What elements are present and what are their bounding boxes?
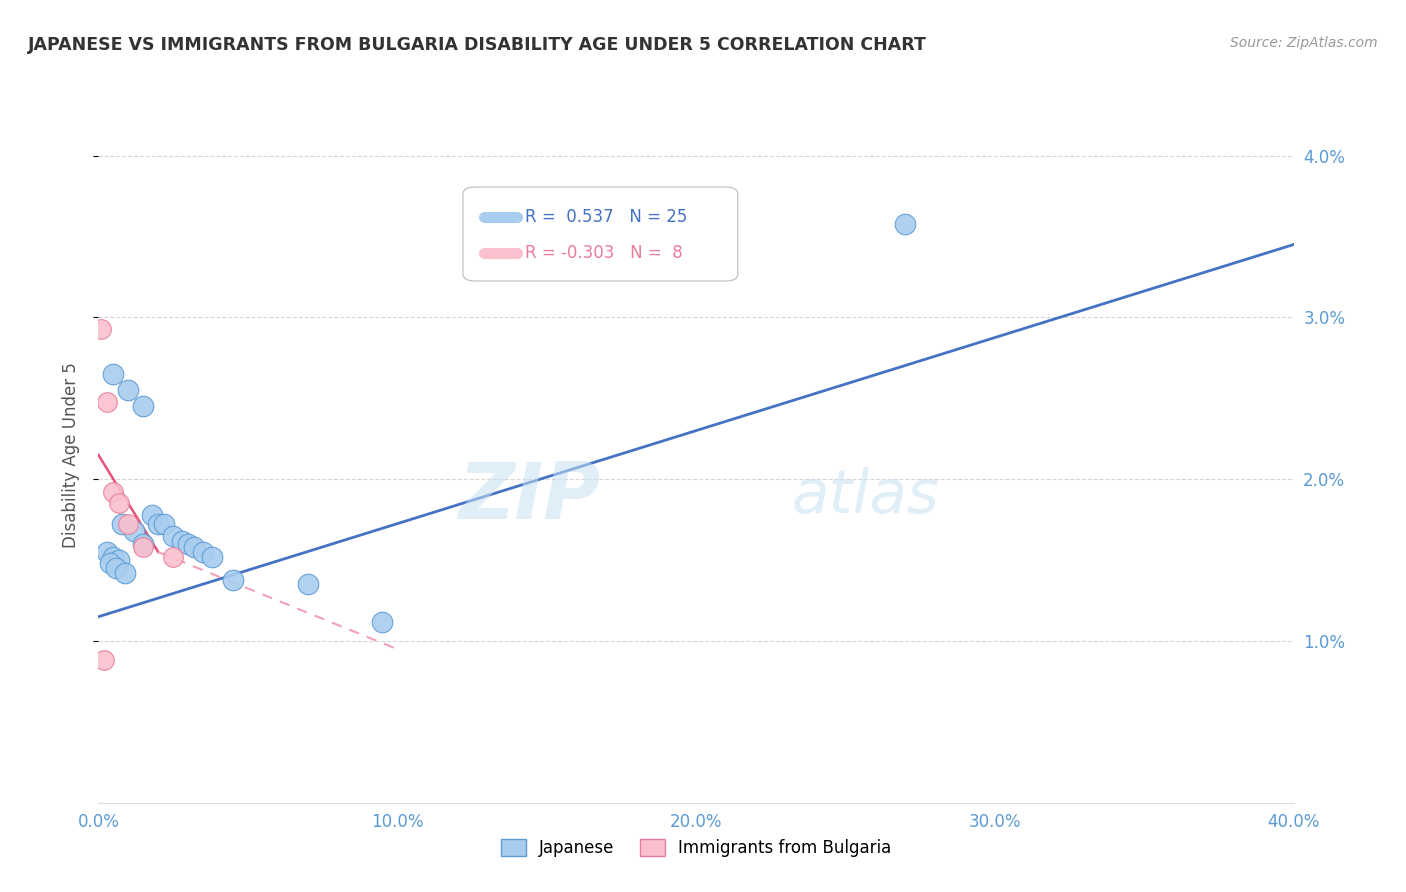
Point <box>108 553 131 567</box>
Point <box>96 394 118 409</box>
FancyBboxPatch shape <box>463 187 738 281</box>
Text: atlas: atlas <box>792 467 939 526</box>
Point <box>141 508 163 522</box>
Text: JAPANESE VS IMMIGRANTS FROM BULGARIA DISABILITY AGE UNDER 5 CORRELATION CHART: JAPANESE VS IMMIGRANTS FROM BULGARIA DIS… <box>28 36 927 54</box>
Text: ZIP: ZIP <box>458 458 600 534</box>
Point <box>162 529 184 543</box>
Point <box>103 549 125 564</box>
Point <box>297 577 319 591</box>
Point <box>132 537 155 551</box>
Point <box>222 573 245 587</box>
Point <box>111 517 134 532</box>
Point <box>894 217 917 231</box>
Y-axis label: Disability Age Under 5: Disability Age Under 5 <box>62 362 80 548</box>
Point <box>132 400 155 414</box>
Point <box>162 549 184 564</box>
Point <box>124 524 146 538</box>
Point <box>201 549 224 564</box>
Point <box>105 561 128 575</box>
Text: R =  0.537   N = 25: R = 0.537 N = 25 <box>524 208 688 226</box>
Point <box>103 367 125 381</box>
Point <box>117 383 139 397</box>
Point <box>93 653 115 667</box>
Point <box>148 517 170 532</box>
Point <box>191 545 214 559</box>
Point <box>108 496 131 510</box>
Point <box>103 485 125 500</box>
Point <box>90 322 112 336</box>
Point <box>172 533 194 548</box>
Point <box>114 566 136 580</box>
Point <box>117 517 139 532</box>
Text: R = -0.303   N =  8: R = -0.303 N = 8 <box>524 244 683 262</box>
Point <box>177 537 200 551</box>
Point <box>183 540 205 554</box>
Legend: Japanese, Immigrants from Bulgaria: Japanese, Immigrants from Bulgaria <box>494 832 898 864</box>
Point <box>153 517 176 532</box>
Point <box>132 540 155 554</box>
Point <box>98 557 122 571</box>
Point <box>96 545 118 559</box>
Text: Source: ZipAtlas.com: Source: ZipAtlas.com <box>1230 36 1378 50</box>
Point <box>371 615 394 629</box>
